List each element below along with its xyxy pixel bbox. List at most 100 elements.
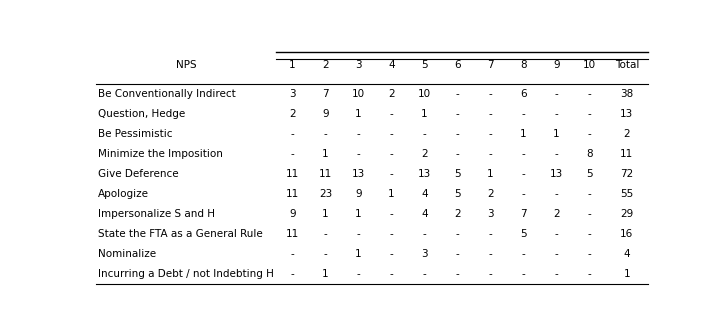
Text: -: -	[588, 269, 591, 279]
Text: -: -	[324, 129, 328, 139]
Text: -: -	[390, 269, 393, 279]
Text: NPS: NPS	[176, 60, 196, 70]
Text: -: -	[521, 169, 526, 179]
Text: -: -	[521, 249, 526, 259]
Text: -: -	[356, 149, 360, 159]
Text: 72: 72	[620, 169, 633, 179]
Text: -: -	[588, 249, 591, 259]
Text: -: -	[356, 129, 360, 139]
Text: -: -	[291, 129, 294, 139]
Text: -: -	[521, 149, 526, 159]
Text: -: -	[521, 269, 526, 279]
Text: 4: 4	[624, 249, 630, 259]
Text: 2: 2	[322, 60, 329, 70]
Text: 3: 3	[355, 60, 362, 70]
Text: 3: 3	[289, 89, 296, 99]
Text: -: -	[390, 129, 393, 139]
Text: -: -	[324, 229, 328, 239]
Text: 5: 5	[454, 189, 461, 199]
Text: 8: 8	[586, 149, 593, 159]
Text: Total: Total	[615, 60, 639, 70]
Text: -: -	[588, 189, 591, 199]
Text: -: -	[588, 89, 591, 99]
Text: 10: 10	[352, 89, 365, 99]
Text: 11: 11	[319, 169, 332, 179]
Text: -: -	[555, 249, 558, 259]
Text: 9: 9	[355, 189, 362, 199]
Text: -: -	[588, 129, 591, 139]
Text: 1: 1	[355, 249, 362, 259]
Text: 5: 5	[520, 229, 527, 239]
Text: Give Deference: Give Deference	[98, 169, 179, 179]
Text: 1: 1	[520, 129, 527, 139]
Text: 2: 2	[454, 209, 461, 219]
Text: 1: 1	[289, 60, 296, 70]
Text: 11: 11	[286, 189, 299, 199]
Text: 2: 2	[388, 89, 395, 99]
Text: 1: 1	[388, 189, 395, 199]
Text: 2: 2	[624, 129, 630, 139]
Text: 13: 13	[620, 109, 633, 119]
Text: Incurring a Debt / not Indebting H: Incurring a Debt / not Indebting H	[98, 269, 273, 279]
Text: -: -	[489, 249, 492, 259]
Text: -: -	[356, 269, 360, 279]
Text: 10: 10	[418, 89, 431, 99]
Text: 2: 2	[553, 209, 560, 219]
Text: -: -	[489, 149, 492, 159]
Text: -: -	[555, 149, 558, 159]
Text: -: -	[455, 249, 459, 259]
Text: -: -	[555, 89, 558, 99]
Text: 1: 1	[553, 129, 560, 139]
Text: -: -	[324, 249, 328, 259]
Text: 5: 5	[421, 60, 428, 70]
Text: Be Pessimistic: Be Pessimistic	[98, 129, 172, 139]
Text: 1: 1	[322, 149, 329, 159]
Text: -: -	[489, 129, 492, 139]
Text: -: -	[390, 229, 393, 239]
Text: 10: 10	[583, 60, 596, 70]
Text: -: -	[521, 189, 526, 199]
Text: 8: 8	[520, 60, 527, 70]
Text: -: -	[521, 109, 526, 119]
Text: 9: 9	[289, 209, 296, 219]
Text: 2: 2	[421, 149, 428, 159]
Text: 13: 13	[418, 169, 431, 179]
Text: 13: 13	[549, 169, 563, 179]
Text: -: -	[555, 269, 558, 279]
Text: 9: 9	[553, 60, 560, 70]
Text: 4: 4	[421, 189, 428, 199]
Text: 5: 5	[586, 169, 593, 179]
Text: 6: 6	[454, 60, 461, 70]
Text: -: -	[455, 129, 459, 139]
Text: Impersonalize S and H: Impersonalize S and H	[98, 209, 215, 219]
Text: 11: 11	[286, 169, 299, 179]
Text: 1: 1	[421, 109, 428, 119]
Text: -: -	[291, 269, 294, 279]
Text: -: -	[291, 249, 294, 259]
Text: 1: 1	[624, 269, 630, 279]
Text: -: -	[455, 109, 459, 119]
Text: -: -	[455, 149, 459, 159]
Text: 3: 3	[487, 209, 494, 219]
Text: State the FTA as a General Rule: State the FTA as a General Rule	[98, 229, 262, 239]
Text: -: -	[588, 209, 591, 219]
Text: 2: 2	[289, 109, 296, 119]
Text: -: -	[356, 229, 360, 239]
Text: -: -	[390, 149, 393, 159]
Text: -: -	[390, 249, 393, 259]
Text: -: -	[588, 229, 591, 239]
Text: 7: 7	[322, 89, 329, 99]
Text: -: -	[455, 269, 459, 279]
Text: 1: 1	[322, 209, 329, 219]
Text: -: -	[422, 269, 427, 279]
Text: 7: 7	[520, 209, 527, 219]
Text: -: -	[555, 189, 558, 199]
Text: 3: 3	[421, 249, 428, 259]
Text: 5: 5	[454, 169, 461, 179]
Text: -: -	[489, 229, 492, 239]
Text: 4: 4	[388, 60, 395, 70]
Text: Minimize the Imposition: Minimize the Imposition	[98, 149, 223, 159]
Text: Question, Hedge: Question, Hedge	[98, 109, 185, 119]
Text: -: -	[455, 229, 459, 239]
Text: 4: 4	[421, 209, 428, 219]
